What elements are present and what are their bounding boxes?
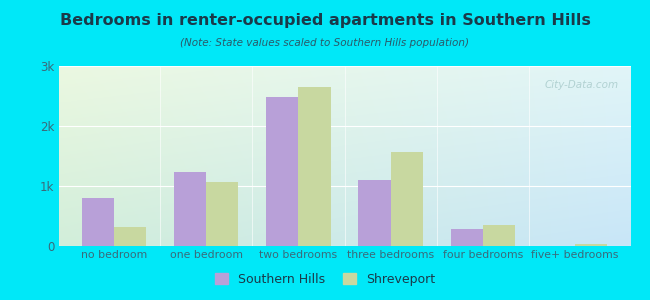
Legend: Southern Hills, Shreveport: Southern Hills, Shreveport bbox=[210, 268, 440, 291]
Bar bbox=[391, 152, 423, 246]
Bar bbox=[206, 182, 239, 246]
Text: (Note: State values scaled to Southern Hills population): (Note: State values scaled to Southern H… bbox=[181, 38, 469, 47]
Bar bbox=[114, 227, 146, 246]
Bar bbox=[81, 198, 114, 246]
Text: City-Data.com: City-Data.com bbox=[545, 80, 619, 90]
Bar bbox=[358, 180, 391, 246]
Bar bbox=[298, 87, 331, 246]
Bar bbox=[450, 229, 483, 246]
Text: Bedrooms in renter-occupied apartments in Southern Hills: Bedrooms in renter-occupied apartments i… bbox=[60, 14, 590, 28]
Bar bbox=[266, 97, 298, 246]
Bar bbox=[575, 244, 608, 246]
Bar bbox=[174, 172, 206, 246]
Bar bbox=[483, 225, 515, 246]
